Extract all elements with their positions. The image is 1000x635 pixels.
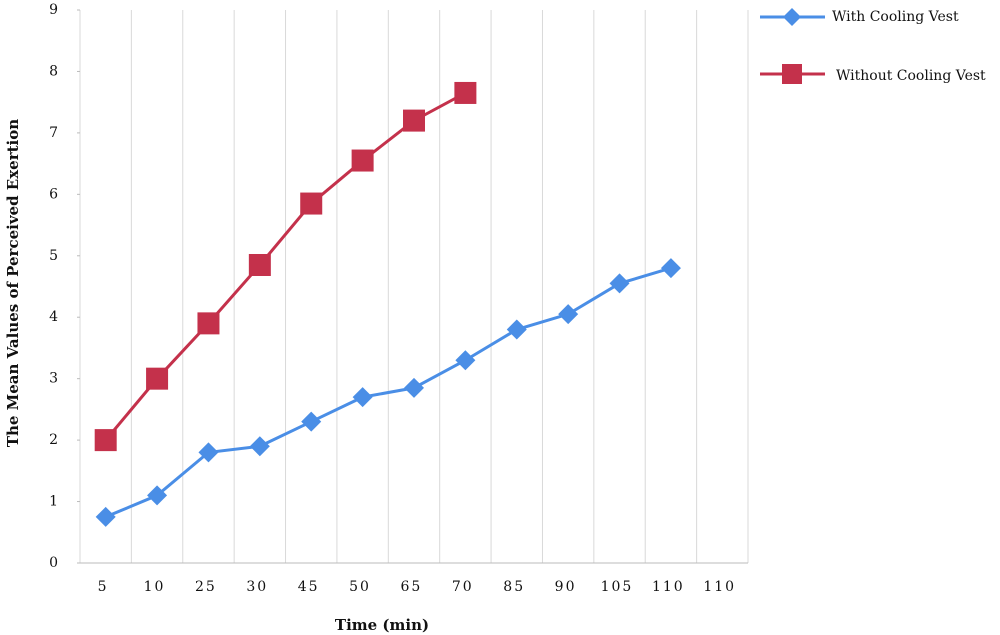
point: [454, 81, 477, 104]
point: [301, 411, 322, 432]
point: [146, 367, 169, 390]
point: [660, 258, 681, 279]
x-tick-label: 50: [349, 579, 371, 595]
legend-marker: [783, 8, 801, 26]
y-tick-label: 0: [49, 555, 58, 571]
point: [558, 304, 579, 325]
y-tick-label: 9: [49, 2, 58, 18]
y-tick-label: 3: [49, 371, 58, 387]
y-tick-label: 1: [49, 494, 58, 510]
point: [147, 485, 168, 506]
legend-marker: [782, 64, 802, 84]
point: [352, 387, 373, 408]
legend-label: Without Cooling Vest: [836, 68, 986, 84]
y-axis-label: The Mean Values of Perceived Exertion: [4, 119, 22, 447]
point: [300, 192, 323, 215]
point: [198, 442, 219, 463]
point: [404, 377, 424, 398]
x-tick-label: 110: [652, 579, 685, 595]
y-tick-label: 7: [49, 125, 58, 141]
x-tick-label: 105: [601, 579, 634, 595]
point: [403, 109, 425, 132]
x-axis-label: Time (min): [335, 616, 429, 634]
point: [94, 429, 117, 452]
y-tick-label: 4: [49, 309, 58, 325]
y-tick-label: 8: [49, 63, 58, 79]
y-tick-label: 6: [49, 186, 58, 202]
point: [249, 436, 270, 457]
y-tick-label: 5: [49, 248, 58, 264]
point: [609, 273, 630, 294]
x-tick-label: 90: [555, 579, 577, 595]
x-tick-label: 5: [98, 579, 109, 595]
point: [506, 319, 527, 340]
point: [248, 253, 271, 276]
point: [95, 506, 116, 527]
point: [455, 350, 476, 371]
x-tick-label: 65: [401, 579, 423, 595]
x-tick-label: 10: [144, 579, 166, 595]
point: [197, 312, 220, 335]
x-tick-label: 45: [298, 579, 320, 595]
y-tick-label: 2: [49, 432, 58, 448]
x-tick-label: 30: [246, 579, 268, 595]
point: [351, 149, 374, 172]
x-tick-label: 85: [503, 579, 525, 595]
legend-label: With Cooling Vest: [832, 9, 959, 25]
series-line: [105, 266, 672, 519]
x-tick-label: 70: [452, 579, 474, 595]
x-tick-label: 110: [703, 579, 736, 595]
x-tick-label: 25: [195, 579, 217, 595]
